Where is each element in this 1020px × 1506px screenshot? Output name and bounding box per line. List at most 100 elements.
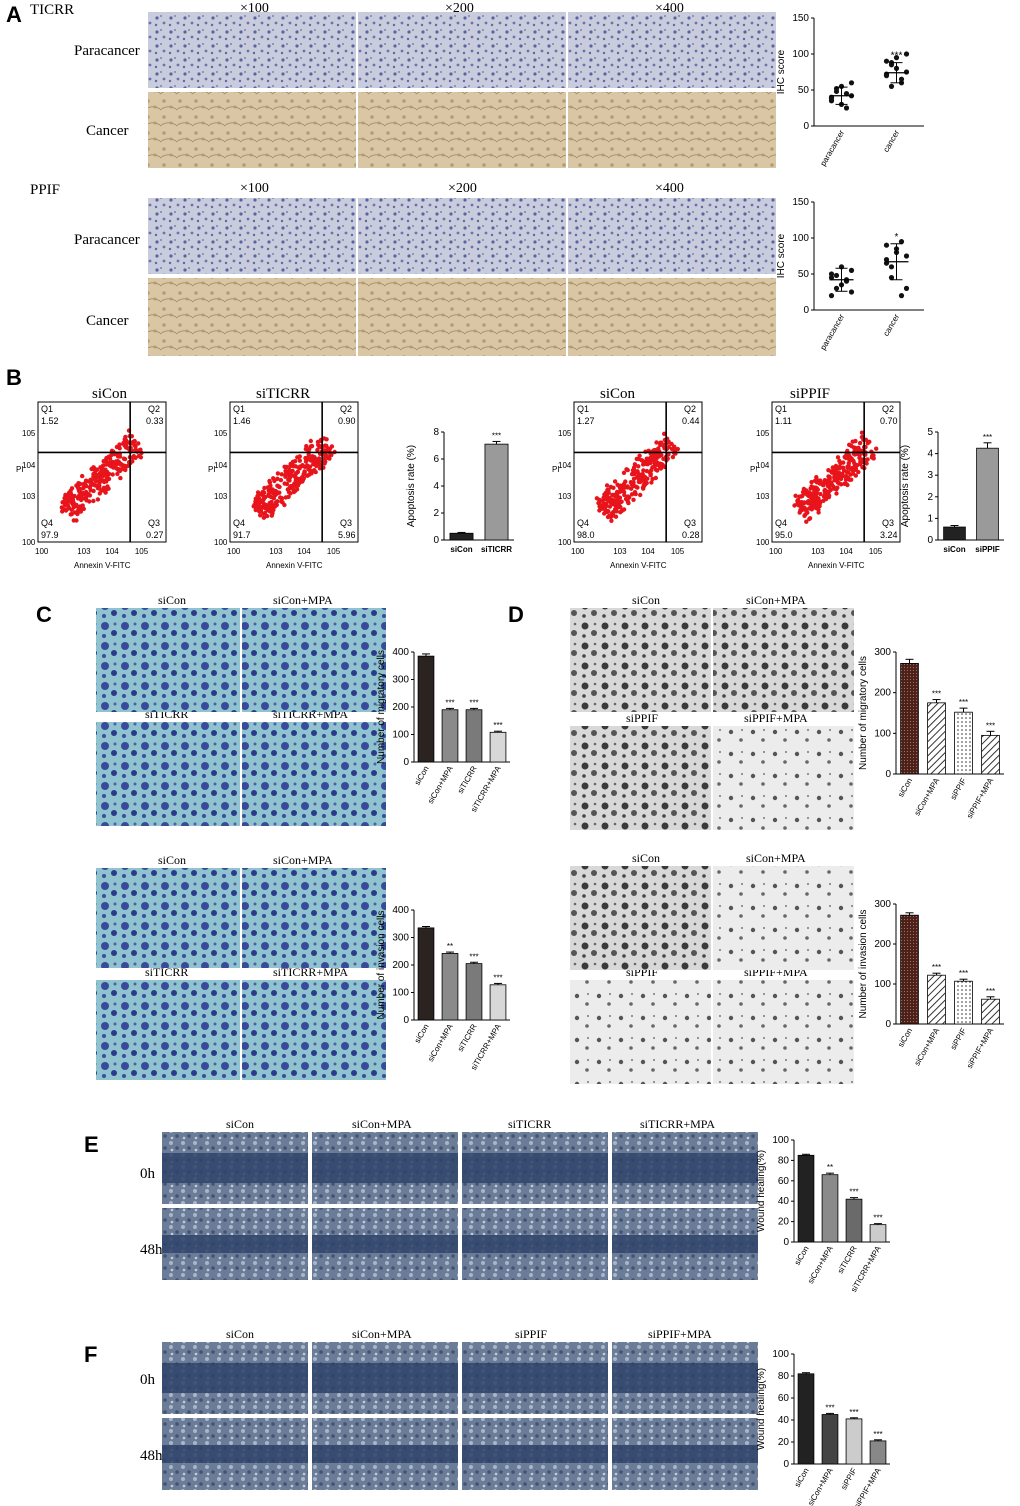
ihc-image bbox=[568, 92, 776, 168]
y-tick-label: 100 bbox=[392, 988, 409, 999]
image-label: siCon bbox=[226, 1327, 254, 1341]
data-point bbox=[883, 242, 890, 248]
flow-event-dot bbox=[629, 486, 634, 491]
flow-event-dot bbox=[70, 497, 76, 503]
data-point bbox=[898, 239, 905, 245]
flow-event-dot bbox=[283, 474, 288, 479]
flow-event-dot bbox=[603, 508, 608, 513]
y-tick-label: 100 bbox=[772, 1135, 789, 1146]
flow-event-dot bbox=[69, 511, 74, 517]
x-tick-label: siTICRR bbox=[481, 545, 512, 554]
data-point bbox=[903, 69, 910, 75]
y-tick-label: 60 bbox=[778, 1393, 790, 1404]
significance-label: * bbox=[895, 232, 899, 243]
flow-event-dot bbox=[278, 495, 283, 500]
x-tick-label: siTICRR bbox=[836, 1244, 859, 1275]
quadrant-value: 1.27 bbox=[577, 416, 595, 426]
x-axis-label: Annexin V-FITC bbox=[808, 561, 865, 570]
flow-event-dot bbox=[261, 490, 267, 495]
flow-event-dot bbox=[669, 446, 675, 452]
x-tick-label: 105 bbox=[327, 547, 341, 556]
flow-event-dot bbox=[287, 478, 292, 483]
data-point bbox=[898, 76, 905, 82]
wound-gap bbox=[462, 1363, 608, 1393]
data-point bbox=[828, 96, 835, 102]
flow-event-dot bbox=[802, 500, 807, 505]
flow-event-dot bbox=[322, 455, 328, 461]
flow-plot: Q1 1.46 Q2 0.90 Q3 5.96 Q4 91.7 Annexin V-FITC PI… bbox=[208, 401, 359, 570]
flow-event-dot bbox=[625, 467, 630, 473]
wound-gap bbox=[612, 1153, 758, 1183]
flow-event-dot bbox=[289, 486, 295, 491]
bar bbox=[869, 1440, 887, 1465]
flow-event-dot bbox=[867, 439, 872, 444]
x-axis-label: Annexin V-FITC bbox=[266, 561, 323, 570]
significance-label: *** bbox=[932, 690, 941, 699]
flow-event-dot bbox=[136, 453, 141, 459]
quadrant-label: Q1 bbox=[233, 404, 245, 414]
flow-plot: Q1 1.11 Q2 0.70 Q3 3.24 Q4 95.0 Annexin V-FITC PI… bbox=[750, 401, 901, 570]
flow-event-dot bbox=[76, 505, 82, 510]
y-tick-label: 200 bbox=[874, 939, 891, 950]
flow-event-dot bbox=[816, 496, 821, 501]
row-label-cancer: Cancer bbox=[86, 313, 128, 329]
x-axis-label: Annexin V-FITC bbox=[610, 561, 667, 570]
flow-event-dot bbox=[641, 468, 646, 473]
y-tick-label: 104 bbox=[214, 461, 228, 470]
flow-event-dot bbox=[274, 491, 279, 497]
wound-gap bbox=[162, 1153, 308, 1183]
flow-event-dot bbox=[631, 497, 636, 502]
flow-event-dot bbox=[815, 504, 820, 509]
flow-event-dot bbox=[261, 497, 266, 502]
transwell-image bbox=[96, 980, 240, 1080]
flow-event-dot bbox=[617, 500, 623, 505]
flow-event-dot bbox=[806, 490, 812, 495]
x-tick-label: 103 bbox=[811, 547, 825, 556]
flow-event-dot bbox=[307, 472, 312, 477]
flow-event-dot bbox=[625, 499, 631, 504]
quadrant-value: 1.46 bbox=[233, 416, 251, 426]
flow-event-dot bbox=[843, 481, 848, 486]
flow-event-dot bbox=[303, 446, 309, 452]
y-tick-label: 104 bbox=[756, 461, 770, 470]
data-point bbox=[888, 264, 895, 270]
quadrant-value: 1.11 bbox=[775, 416, 792, 426]
y-tick-label: 100 bbox=[874, 728, 891, 739]
transwell-image bbox=[242, 980, 386, 1080]
flow-event-dot bbox=[97, 486, 102, 491]
flow-event-dot bbox=[802, 505, 807, 510]
y-axis-label: IHC score bbox=[776, 233, 787, 278]
flow-event-dot bbox=[814, 490, 819, 495]
flow-event-dot bbox=[641, 486, 646, 491]
y-tick-label: 0 bbox=[927, 535, 933, 546]
flow-event-dot bbox=[798, 500, 803, 506]
transwell-image bbox=[242, 868, 386, 968]
flow-event-dot bbox=[651, 453, 656, 459]
quadrant-label: Q4 bbox=[41, 518, 53, 528]
flow-event-dot bbox=[80, 473, 85, 479]
x-tick-label: siTICRR bbox=[456, 764, 479, 795]
mag-label: ×100 bbox=[240, 181, 269, 196]
y-tick-label: 0 bbox=[885, 1019, 891, 1030]
flow-event-dot bbox=[605, 491, 610, 496]
bar bbox=[449, 532, 474, 541]
flow-event-dot bbox=[827, 483, 832, 488]
y-tick-label: 300 bbox=[874, 899, 891, 910]
x-tick-label: 100 bbox=[571, 547, 585, 556]
image-label: siCon+MPA bbox=[746, 593, 806, 607]
data-point bbox=[843, 91, 850, 97]
flow-event-dot bbox=[631, 476, 637, 481]
flow-event-dot bbox=[106, 471, 112, 477]
flow-event-dot bbox=[632, 462, 638, 467]
quadrant-value: 5.96 bbox=[338, 530, 356, 540]
image-label: siCon+MPA bbox=[746, 851, 806, 865]
transwell-image bbox=[96, 608, 240, 712]
y-tick-label: 60 bbox=[778, 1176, 790, 1187]
bar bbox=[489, 984, 507, 1021]
x-tick-label: paracancer bbox=[818, 312, 846, 351]
flow-event-dot bbox=[803, 512, 808, 517]
flow-event-dot bbox=[118, 475, 123, 481]
flow-event-dot bbox=[793, 493, 798, 498]
flow-event-dot bbox=[857, 440, 863, 446]
x-tick-label: siCon bbox=[450, 545, 472, 554]
